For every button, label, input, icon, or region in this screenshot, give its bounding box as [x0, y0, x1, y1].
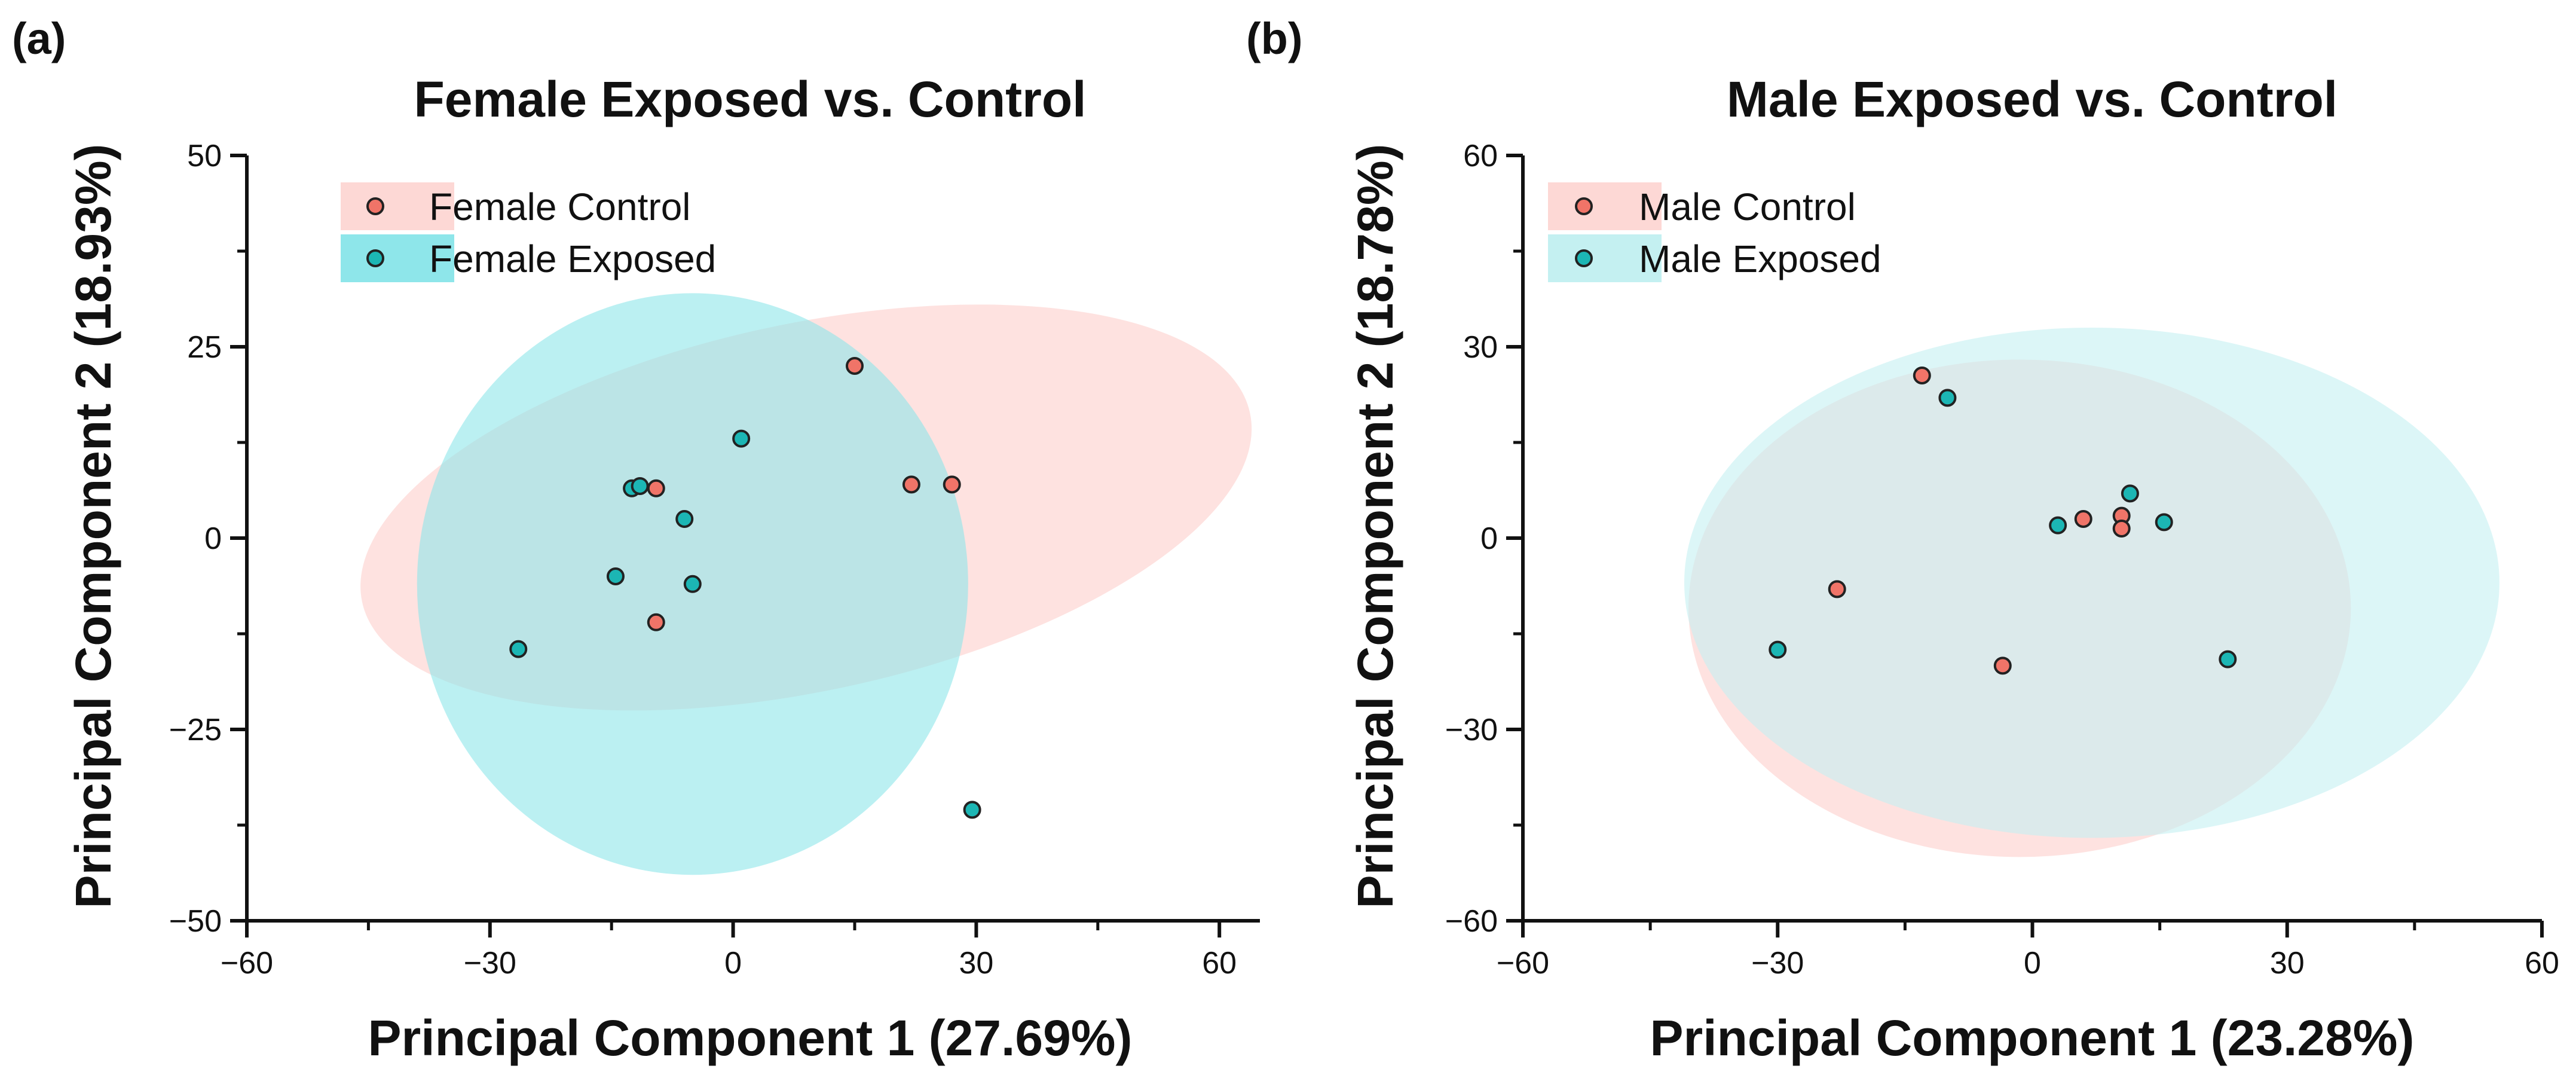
- panel-male: (b) Male Exposed vs. Control −60 −30 0 30 60…: [1246, 14, 2559, 1066]
- data-point-male-exposed: [1938, 389, 1957, 407]
- data-point-female-control: [846, 357, 864, 375]
- x-axis-label-b: Principal Component 1 (23.28%): [1650, 1010, 2415, 1066]
- x-tick-label-b: 60: [2525, 946, 2559, 981]
- legend-label-male-exposed: Male Exposed: [1639, 237, 1881, 280]
- y-tick-label-a: 50: [187, 139, 222, 173]
- legend-swatch-female-exposed: [341, 234, 454, 282]
- data-point-female-control: [943, 475, 961, 494]
- confidence-ellipse-male-exposed: [1684, 328, 2499, 838]
- data-point-female-control: [647, 479, 665, 497]
- data-point-female-exposed: [675, 510, 694, 528]
- data-point-male-exposed: [2121, 484, 2139, 503]
- panel-female: (a) Female Exposed vs. Control −60 −30 0 30…: [12, 14, 1260, 1066]
- data-point-male-control: [1828, 580, 1846, 598]
- axes-a: −60 −30 0 30 60 −50 −25 0 25 50: [169, 139, 1260, 981]
- points-layer-a: [509, 357, 981, 819]
- chart-title-a: Female Exposed vs. Control: [414, 71, 1087, 127]
- data-point-male-exposed: [1769, 640, 1787, 659]
- y-tick-label-b: 60: [1463, 139, 1498, 173]
- legend-label-female-exposed: Female Exposed: [429, 237, 716, 280]
- y-tick-label-b: −60: [1445, 904, 1498, 939]
- data-point-female-exposed: [683, 575, 702, 593]
- data-point-male-control: [2074, 510, 2092, 528]
- x-tick-label-b: −30: [1751, 946, 1804, 981]
- y-tick-label-a: −25: [169, 713, 222, 747]
- panel-label-a: (a): [12, 14, 66, 63]
- y-tick-label-b: 0: [1480, 521, 1498, 556]
- legend-swatch-female-control: [341, 182, 454, 230]
- x-tick-label-b: 0: [2024, 946, 2041, 981]
- data-point-female-control: [902, 475, 920, 494]
- panel-label-b: (b): [1246, 14, 1303, 63]
- data-point-female-exposed: [631, 477, 649, 495]
- data-point-male-exposed: [2219, 650, 2237, 668]
- data-point-male-control: [1913, 367, 1931, 384]
- legend-swatch-male-exposed: [1548, 234, 1662, 282]
- x-tick-label-a: 0: [724, 946, 742, 981]
- chart-title-b: Male Exposed vs. Control: [1727, 71, 2338, 127]
- y-tick-label-b: −30: [1445, 713, 1498, 747]
- legend-marker-female-exposed: [366, 249, 384, 267]
- legend-label-male-control: Male Control: [1639, 185, 1856, 228]
- ellipse-layer-a: [360, 293, 1252, 875]
- data-point-female-control: [647, 613, 665, 631]
- legend-label-female-control: Female Control: [429, 185, 691, 228]
- y-tick-label-a: −50: [169, 904, 222, 939]
- data-point-female-exposed: [606, 567, 625, 585]
- y-axis-label-b: Principal Component 2 (18.78%): [1347, 144, 1403, 909]
- data-point-female-exposed: [963, 801, 981, 819]
- legend-marker-male-exposed: [1575, 249, 1593, 267]
- legend-a: Female Control Female Exposed: [341, 182, 716, 282]
- legend-marker-female-control: [366, 197, 384, 215]
- y-axis-label-a: Principal Component 2 (18.93%): [65, 144, 121, 909]
- x-tick-label-a: 60: [1202, 946, 1237, 981]
- x-tick-label-a: −60: [221, 946, 273, 981]
- x-axis-label-a: Principal Component 1 (27.69%): [368, 1010, 1133, 1066]
- y-tick-label-a: 0: [204, 521, 222, 556]
- data-point-male-exposed: [2155, 513, 2173, 532]
- legend-b: Male Control Male Exposed: [1548, 182, 1881, 282]
- y-tick-label-a: 25: [187, 330, 222, 365]
- x-tick-label-a: −30: [464, 946, 516, 981]
- y-tick-label-b: 30: [1463, 330, 1498, 365]
- x-tick-label-a: 30: [959, 946, 993, 981]
- data-point-female-exposed: [509, 640, 528, 658]
- data-point-male-exposed: [2049, 516, 2067, 535]
- x-tick-label-b: −60: [1497, 946, 1549, 981]
- ellipse-layer-b: [1684, 328, 2499, 857]
- data-point-female-exposed: [732, 429, 751, 448]
- points-layer-b: [1769, 367, 2237, 675]
- legend-marker-male-control: [1575, 197, 1593, 215]
- data-point-male-control: [2112, 520, 2131, 538]
- axes-b: −60 −30 0 30 60 −60 −30 0 30 60: [1445, 139, 2559, 981]
- data-point-male-control: [1993, 656, 2012, 675]
- x-tick-label-b: 30: [2270, 946, 2305, 981]
- legend-swatch-male-control: [1548, 182, 1662, 230]
